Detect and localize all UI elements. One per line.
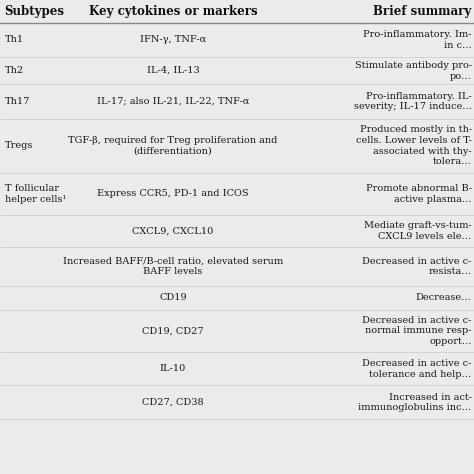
Text: Tregs: Tregs xyxy=(5,141,33,150)
Text: TGF-β, required for Treg proliferation and
(differentiation): TGF-β, required for Treg proliferation a… xyxy=(68,136,278,155)
Text: Decreased in active c-
tolerance and help…: Decreased in active c- tolerance and hel… xyxy=(362,359,472,379)
Text: IL-4, IL-13: IL-4, IL-13 xyxy=(146,66,200,75)
Text: IL-10: IL-10 xyxy=(160,365,186,373)
Text: IL-17; also IL-21, IL-22, TNF-α: IL-17; also IL-21, IL-22, TNF-α xyxy=(97,97,249,106)
Text: Th17: Th17 xyxy=(5,97,30,106)
Text: Brief summary: Brief summary xyxy=(374,5,472,18)
Text: Decrease…: Decrease… xyxy=(416,293,472,302)
Text: Pro-inflammatory. Im-
in c…: Pro-inflammatory. Im- in c… xyxy=(363,30,472,50)
Text: CD27, CD38: CD27, CD38 xyxy=(142,398,204,407)
Text: Decreased in active c-
resista…: Decreased in active c- resista… xyxy=(362,256,472,276)
Text: Pro-inflammatory. IL-
severity; IL-17 induce…: Pro-inflammatory. IL- severity; IL-17 in… xyxy=(354,91,472,111)
Text: CD19: CD19 xyxy=(159,293,187,302)
Text: Express CCR5, PD-1 and ICOS: Express CCR5, PD-1 and ICOS xyxy=(97,190,249,198)
Text: Promote abnormal B-
active plasma…: Promote abnormal B- active plasma… xyxy=(365,184,472,204)
Text: Mediate graft-vs-tum-
CXCL9 levels ele…: Mediate graft-vs-tum- CXCL9 levels ele… xyxy=(364,221,472,241)
Text: Subtypes: Subtypes xyxy=(5,5,65,18)
Text: T follicular
helper cells¹: T follicular helper cells¹ xyxy=(5,184,66,204)
Text: CD19, CD27: CD19, CD27 xyxy=(142,327,204,335)
Text: Increased in act-
immunoglobulins inc…: Increased in act- immunoglobulins inc… xyxy=(358,392,472,412)
Text: Key cytokines or markers: Key cytokines or markers xyxy=(89,5,257,18)
Text: CXCL9, CXCL10: CXCL9, CXCL10 xyxy=(132,227,214,235)
Text: Stimulate antibody pro-
po…: Stimulate antibody pro- po… xyxy=(355,61,472,81)
Text: Produced mostly in th-
cells. Lower levels of T-
associated with thy-
tolera…: Produced mostly in th- cells. Lower leve… xyxy=(356,125,472,166)
Text: Decreased in active c-
normal immune resp-
opport…: Decreased in active c- normal immune res… xyxy=(362,316,472,346)
Text: Th1: Th1 xyxy=(5,36,24,44)
Text: Th2: Th2 xyxy=(5,66,24,75)
Text: Increased BAFF/B-cell ratio, elevated serum
BAFF levels: Increased BAFF/B-cell ratio, elevated se… xyxy=(63,256,283,276)
Text: IFN-γ, TNF-α: IFN-γ, TNF-α xyxy=(140,36,206,44)
